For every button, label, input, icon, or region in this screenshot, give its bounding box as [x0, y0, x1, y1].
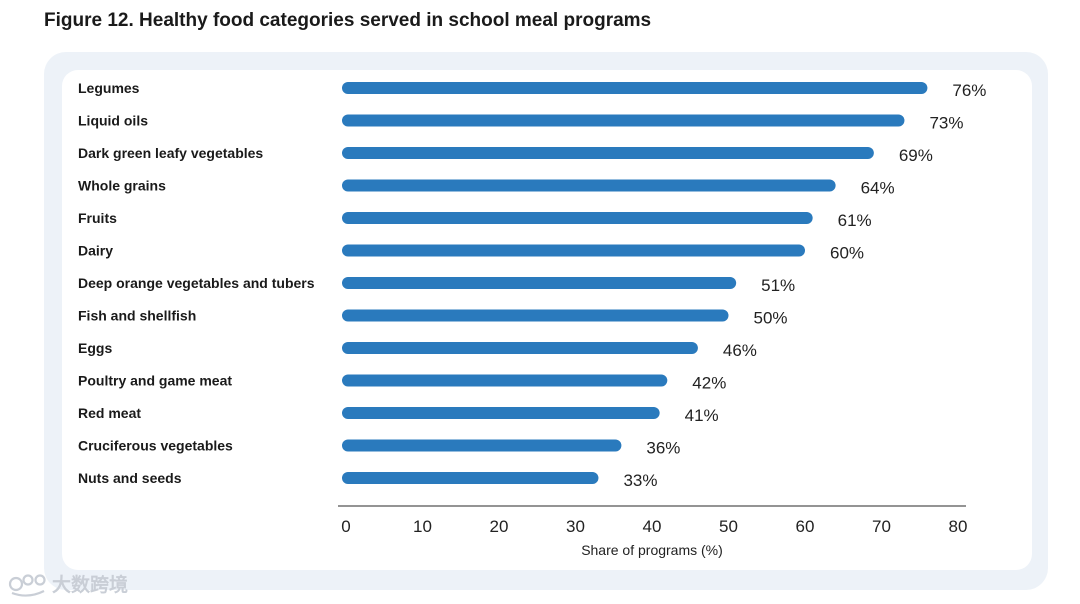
category-label: Fruits [78, 210, 117, 226]
data-label: 46% [723, 341, 757, 360]
data-label: 61% [838, 211, 872, 230]
bar [342, 439, 622, 452]
data-label: 60% [830, 244, 864, 263]
category-label: Eggs [78, 340, 112, 356]
bar [342, 114, 905, 127]
watermark-text: 大数跨境 [52, 574, 129, 596]
bar [342, 342, 698, 354]
bar [342, 277, 737, 289]
x-tick-label: 60 [796, 517, 815, 536]
bar [342, 309, 729, 322]
x-tick-label: 50 [719, 517, 738, 536]
x-tick-label: 80 [949, 517, 968, 536]
data-label: 73% [929, 114, 963, 133]
data-label: 76% [952, 81, 986, 100]
data-label: 42% [692, 374, 726, 393]
category-label: Fish and shellfish [78, 308, 196, 324]
bar [342, 179, 836, 192]
category-label: Deep orange vegetables and tubers [78, 275, 315, 291]
bar [342, 472, 599, 484]
x-tick-label: 10 [413, 517, 432, 536]
bar [342, 374, 668, 387]
bar [342, 82, 928, 94]
category-label: Legumes [78, 80, 140, 96]
category-label: Whole grains [78, 178, 166, 194]
x-tick-label: 20 [490, 517, 509, 536]
bar [342, 407, 660, 419]
x-tick-label: 0 [341, 517, 350, 536]
data-label: 36% [646, 439, 680, 458]
category-label: Dark green leafy vegetables [78, 145, 263, 161]
data-label: 33% [623, 471, 657, 490]
data-label: 69% [899, 146, 933, 165]
data-label: 51% [761, 276, 795, 295]
category-label: Poultry and game meat [78, 373, 232, 389]
category-label: Cruciferous vegetables [78, 438, 233, 454]
category-label: Dairy [78, 243, 113, 259]
x-axis-title: Share of programs (%) [581, 542, 723, 558]
figure-title: Figure 12. Healthy food categories serve… [44, 10, 652, 31]
x-tick-label: 70 [872, 517, 891, 536]
data-label: 64% [861, 179, 895, 198]
bar [342, 244, 805, 257]
bar [342, 147, 874, 159]
category-label: Liquid oils [78, 113, 148, 129]
x-tick-label: 40 [643, 517, 662, 536]
category-label: Red meat [78, 405, 141, 421]
watermark: 大数跨境 [8, 570, 128, 597]
bar [342, 212, 813, 224]
watermark-logo-icon [8, 573, 46, 597]
x-tick-label: 30 [566, 517, 585, 536]
data-label: 41% [685, 406, 719, 425]
category-label: Nuts and seeds [78, 470, 182, 486]
data-label: 50% [754, 309, 788, 328]
